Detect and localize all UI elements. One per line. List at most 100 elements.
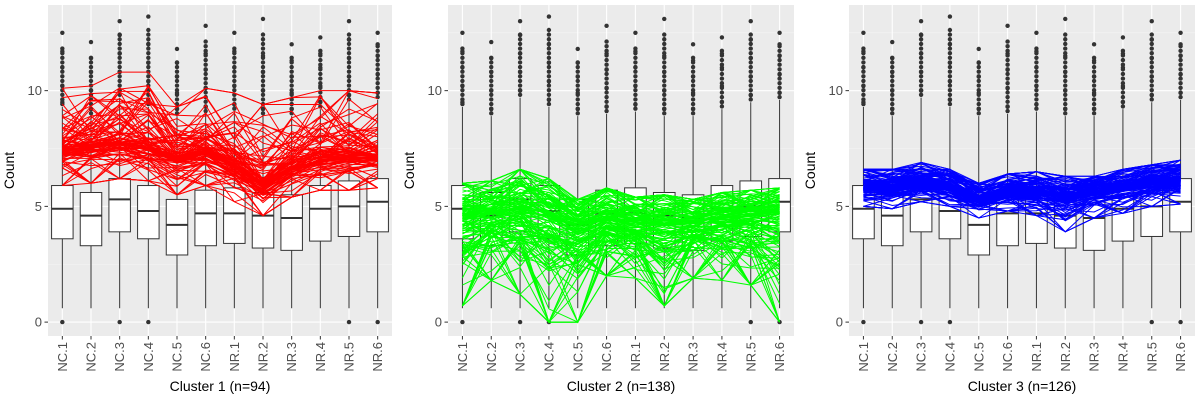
outlier-point bbox=[604, 90, 609, 95]
x-tick-label: NC.5 bbox=[170, 342, 185, 372]
outlier-point bbox=[1149, 69, 1154, 74]
outlier-point bbox=[575, 69, 580, 74]
outlier-point bbox=[604, 86, 609, 91]
outlier-point bbox=[546, 46, 552, 51]
x-tick-label: NR.2 bbox=[256, 342, 271, 372]
outlier-point bbox=[1005, 39, 1010, 44]
profile-line bbox=[863, 180, 1181, 199]
outlier-point bbox=[976, 111, 981, 116]
outlier-point bbox=[289, 58, 294, 63]
outlier-point bbox=[1149, 83, 1154, 88]
outlier-point bbox=[1120, 76, 1126, 81]
x-tick-label: NC.5 bbox=[570, 342, 585, 372]
outlier-point bbox=[690, 64, 696, 70]
outlier-point bbox=[1149, 64, 1154, 70]
outlier-point bbox=[748, 74, 753, 79]
outlier-point bbox=[947, 60, 953, 66]
outlier-point bbox=[117, 41, 122, 47]
outlier-point bbox=[232, 69, 237, 74]
outlier-point bbox=[633, 87, 638, 93]
x-tick-label: NR.3 bbox=[686, 342, 701, 372]
outlier-point bbox=[1091, 58, 1097, 63]
outlier-point bbox=[1034, 74, 1039, 79]
outlier-point bbox=[203, 90, 208, 95]
outlier-point bbox=[719, 83, 725, 89]
outlier-point bbox=[633, 55, 638, 60]
outlier-point bbox=[777, 53, 782, 59]
outlier-point bbox=[748, 319, 753, 325]
outlier-point bbox=[662, 111, 667, 116]
outlier-point bbox=[174, 64, 180, 70]
outlier-point bbox=[1063, 92, 1068, 98]
x-tick-label: NR.2 bbox=[657, 342, 672, 372]
outlier-point bbox=[976, 69, 981, 74]
outlier-point bbox=[947, 74, 953, 79]
outlier-point bbox=[918, 319, 924, 325]
outlier-point bbox=[1034, 60, 1039, 65]
profile-line bbox=[462, 229, 780, 323]
outlier-point bbox=[890, 69, 895, 75]
outlier-point bbox=[1091, 78, 1097, 84]
cluster-panel-3: 0 5 10 NC.1 NC.2 NC.3 NC.4 NC.5 NC.6 NR.1 NR.2 NR.3… bbox=[802, 5, 1195, 394]
outlier-point bbox=[633, 83, 638, 89]
outlier-point bbox=[1120, 65, 1126, 70]
outlier-point bbox=[203, 39, 208, 44]
outlier-point bbox=[1149, 78, 1154, 84]
outlier-point bbox=[662, 88, 667, 93]
outlier-point bbox=[489, 78, 494, 84]
outlier-point bbox=[117, 74, 122, 79]
profile-line bbox=[62, 158, 378, 196]
outlier-point bbox=[1178, 94, 1183, 100]
outlier-point bbox=[375, 67, 380, 72]
outlier-point bbox=[1091, 74, 1097, 79]
profile-line bbox=[62, 178, 378, 217]
outlier-point bbox=[890, 92, 895, 98]
outlier-point bbox=[1149, 60, 1154, 65]
boxplot-NR.2 bbox=[251, 16, 275, 309]
profile-lines bbox=[461, 168, 781, 324]
profile-line bbox=[462, 207, 780, 228]
outlier-point bbox=[748, 41, 753, 47]
box-iqr bbox=[280, 194, 303, 251]
outlier-point bbox=[719, 100, 725, 105]
outlier-point bbox=[146, 55, 151, 60]
x-tick-label: NR.4 bbox=[313, 342, 328, 372]
cluster-panel-1: 0 5 10 NC.1 NC.2 NC.3 NC.4 NC.5 NC.6 NR.1 NR.2 NR.3… bbox=[1, 5, 392, 394]
x-tick-label: NR.3 bbox=[284, 342, 299, 372]
outlier-point bbox=[460, 100, 465, 105]
outlier-point bbox=[1005, 44, 1010, 49]
outlier-point bbox=[662, 106, 667, 112]
box-iqr bbox=[337, 180, 361, 237]
outlier-point bbox=[1149, 50, 1154, 56]
outlier-point bbox=[1005, 90, 1010, 95]
x-tick-label: NC.1 bbox=[455, 342, 470, 372]
outlier-point bbox=[203, 81, 208, 86]
outlier-point bbox=[777, 94, 782, 100]
outlier-point bbox=[890, 60, 895, 65]
outlier-point bbox=[546, 50, 552, 56]
outlier-point bbox=[748, 83, 753, 88]
outlier-point bbox=[460, 78, 465, 84]
outlier-point bbox=[861, 60, 866, 65]
outlier-point bbox=[947, 37, 953, 42]
outlier-point bbox=[861, 74, 866, 79]
outlier-point bbox=[719, 94, 725, 100]
outlier-point bbox=[260, 46, 266, 51]
outlier-point bbox=[1005, 86, 1010, 91]
outlier-point bbox=[460, 74, 465, 79]
outlier-point bbox=[777, 90, 782, 96]
profile-lines bbox=[863, 159, 1181, 233]
outlier-point bbox=[318, 51, 323, 56]
outlier-point bbox=[1120, 35, 1126, 40]
box-iqr bbox=[366, 178, 389, 233]
outlier-point bbox=[60, 60, 65, 65]
outlier-point bbox=[918, 60, 924, 65]
outlier-point bbox=[489, 101, 494, 107]
outlier-point bbox=[976, 60, 981, 66]
outlier-point bbox=[318, 100, 323, 105]
outlier-point bbox=[232, 30, 237, 35]
outlier-point bbox=[346, 56, 352, 61]
outlier-point bbox=[460, 87, 465, 93]
outlier-point bbox=[1149, 97, 1154, 102]
outlier-point bbox=[1149, 319, 1154, 325]
